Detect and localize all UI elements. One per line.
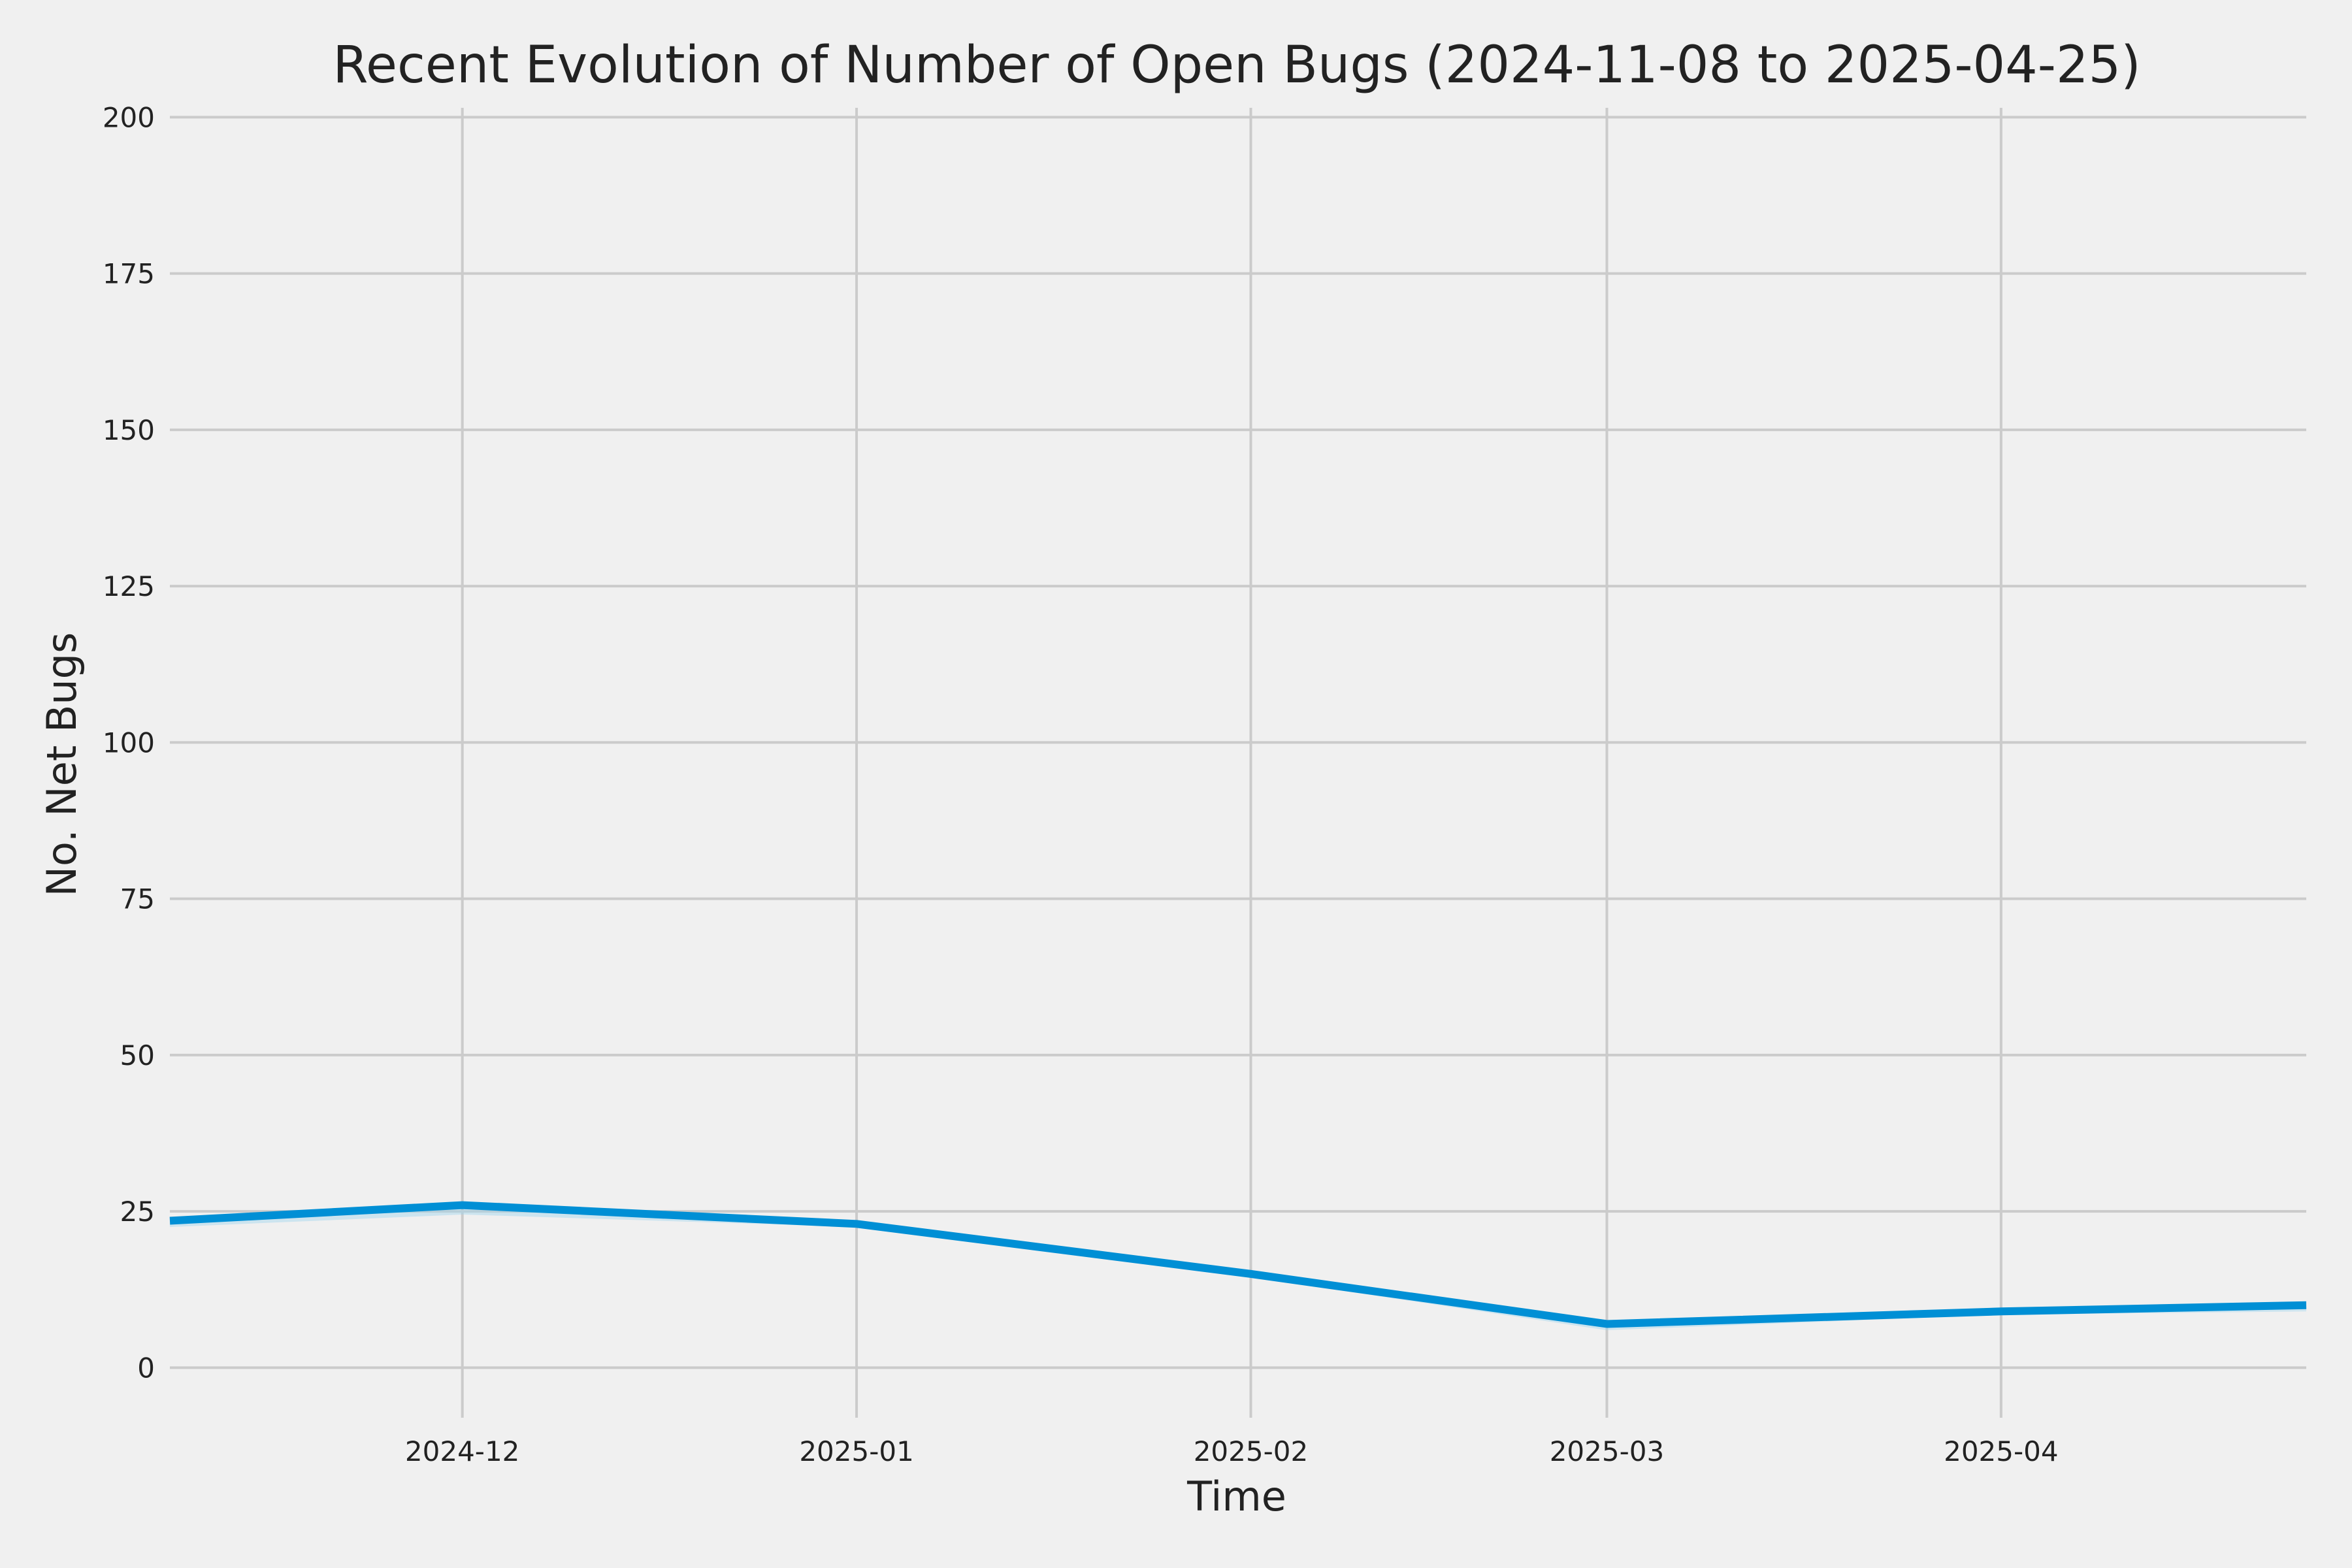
x-axis-label: Time [1186, 1473, 1286, 1520]
y-axis-label: No. Net Bugs [38, 632, 86, 897]
y-axis-ticks: 0 25 50 75 100 125 150 175 200 [103, 101, 155, 1384]
x-tick-label: 2025-03 [1550, 1435, 1665, 1467]
y-tick-label: 100 [103, 727, 155, 759]
y-tick-label: 200 [103, 101, 155, 133]
x-tick-label: 2025-02 [1194, 1435, 1309, 1467]
y-tick-label: 175 [103, 258, 155, 290]
series-line-layer [169, 1201, 2307, 1328]
y-tick-label: 25 [120, 1196, 155, 1228]
y-tick-label: 125 [103, 570, 155, 602]
y-tick-label: 75 [120, 883, 155, 915]
x-axis-ticks: 2024-12 2025-01 2025-02 2025-03 2025-04 [405, 1435, 2059, 1467]
grid [170, 108, 2306, 1418]
confidence-band-layer [170, 1205, 2306, 1331]
x-tick-label: 2024-12 [405, 1435, 520, 1467]
y-tick-label: 0 [137, 1352, 155, 1384]
chart-title: Recent Evolution of Number of Open Bugs … [333, 36, 2140, 95]
confidence-band [170, 1205, 2306, 1331]
y-tick-label: 150 [103, 414, 155, 446]
x-tick-label: 2025-01 [799, 1435, 914, 1467]
series-line [169, 1201, 2307, 1328]
y-tick-label: 50 [120, 1039, 155, 1071]
x-tick-label: 2025-04 [1944, 1435, 2059, 1467]
